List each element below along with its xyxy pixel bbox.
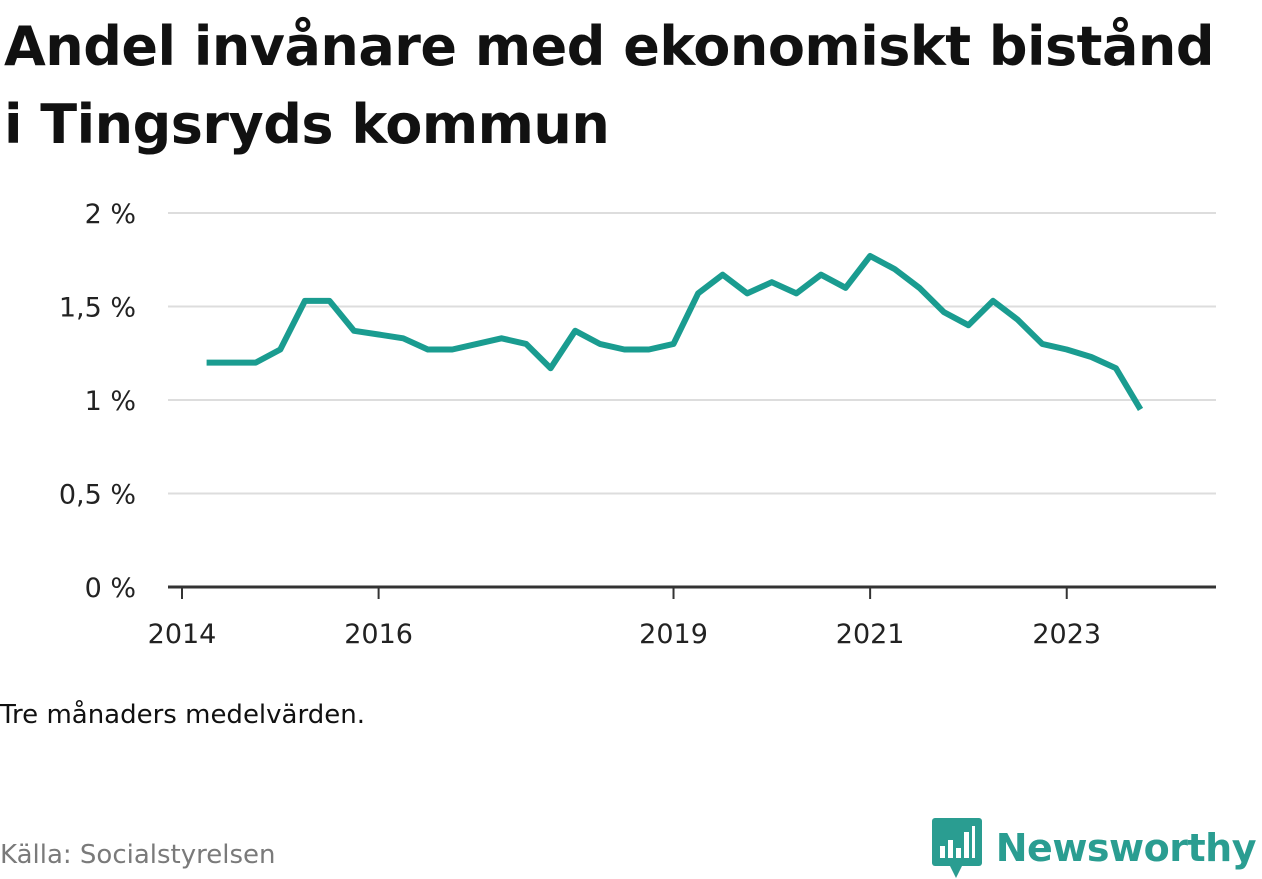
x-tick-label: 2016 [344,619,413,650]
line-chart: 0 % 0,5 % 1 % 1,5 % 2 % 2014 2016 2019 2021 2023 [59,199,1216,650]
y-tick-label: 0,5 % [59,480,136,511]
chart-note: Tre månaders medelvärden. [0,700,365,730]
x-axis: 2014 2016 2019 2021 2023 [148,587,1101,650]
y-tick-label: 0 % [85,573,136,604]
y-tick-label: 1,5 % [59,293,136,324]
x-tick-label: 2019 [639,619,708,650]
x-tick-label: 2014 [148,619,217,650]
brand-name: Newsworthy [995,826,1257,870]
series-group [206,253,1144,411]
brand: Newsworthy [931,818,1257,878]
x-tick-label: 2021 [836,619,905,650]
grid-lines [168,212,1216,495]
source-label: Källa: Socialstyrelsen [0,840,276,870]
series-line [206,253,1144,411]
y-tick-label: 2 % [85,199,136,230]
x-tick-label: 2023 [1032,619,1101,650]
y-axis: 0 % 0,5 % 1 % 1,5 % 2 % [59,199,136,604]
y-tick-label: 1 % [85,386,136,417]
chart-title: Andel invånare med ekonomiskt bistånd i … [4,15,1215,156]
newsworthy-logo-icon [931,818,982,878]
